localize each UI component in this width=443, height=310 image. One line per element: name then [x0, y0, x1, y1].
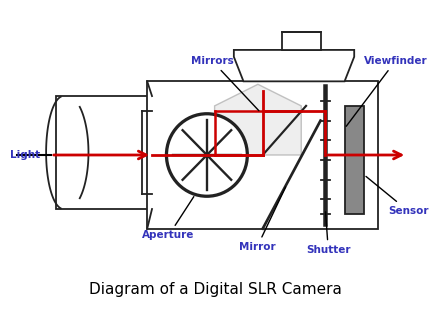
Text: Sensor: Sensor: [366, 176, 428, 216]
Text: Viewfinder: Viewfinder: [346, 56, 427, 126]
Text: Shutter: Shutter: [306, 212, 350, 255]
Bar: [282, 32, 320, 50]
Polygon shape: [234, 50, 354, 81]
Bar: [147, 81, 378, 229]
Text: Diagram of a Digital SLR Camera: Diagram of a Digital SLR Camera: [89, 282, 342, 297]
Bar: [56, 96, 152, 209]
Bar: [345, 106, 364, 214]
Text: Light: Light: [11, 150, 41, 160]
Circle shape: [167, 114, 247, 196]
Text: Aperture: Aperture: [142, 197, 195, 241]
Text: Mirrors: Mirrors: [190, 56, 259, 111]
Text: Mirror: Mirror: [239, 187, 286, 252]
Polygon shape: [214, 84, 301, 155]
